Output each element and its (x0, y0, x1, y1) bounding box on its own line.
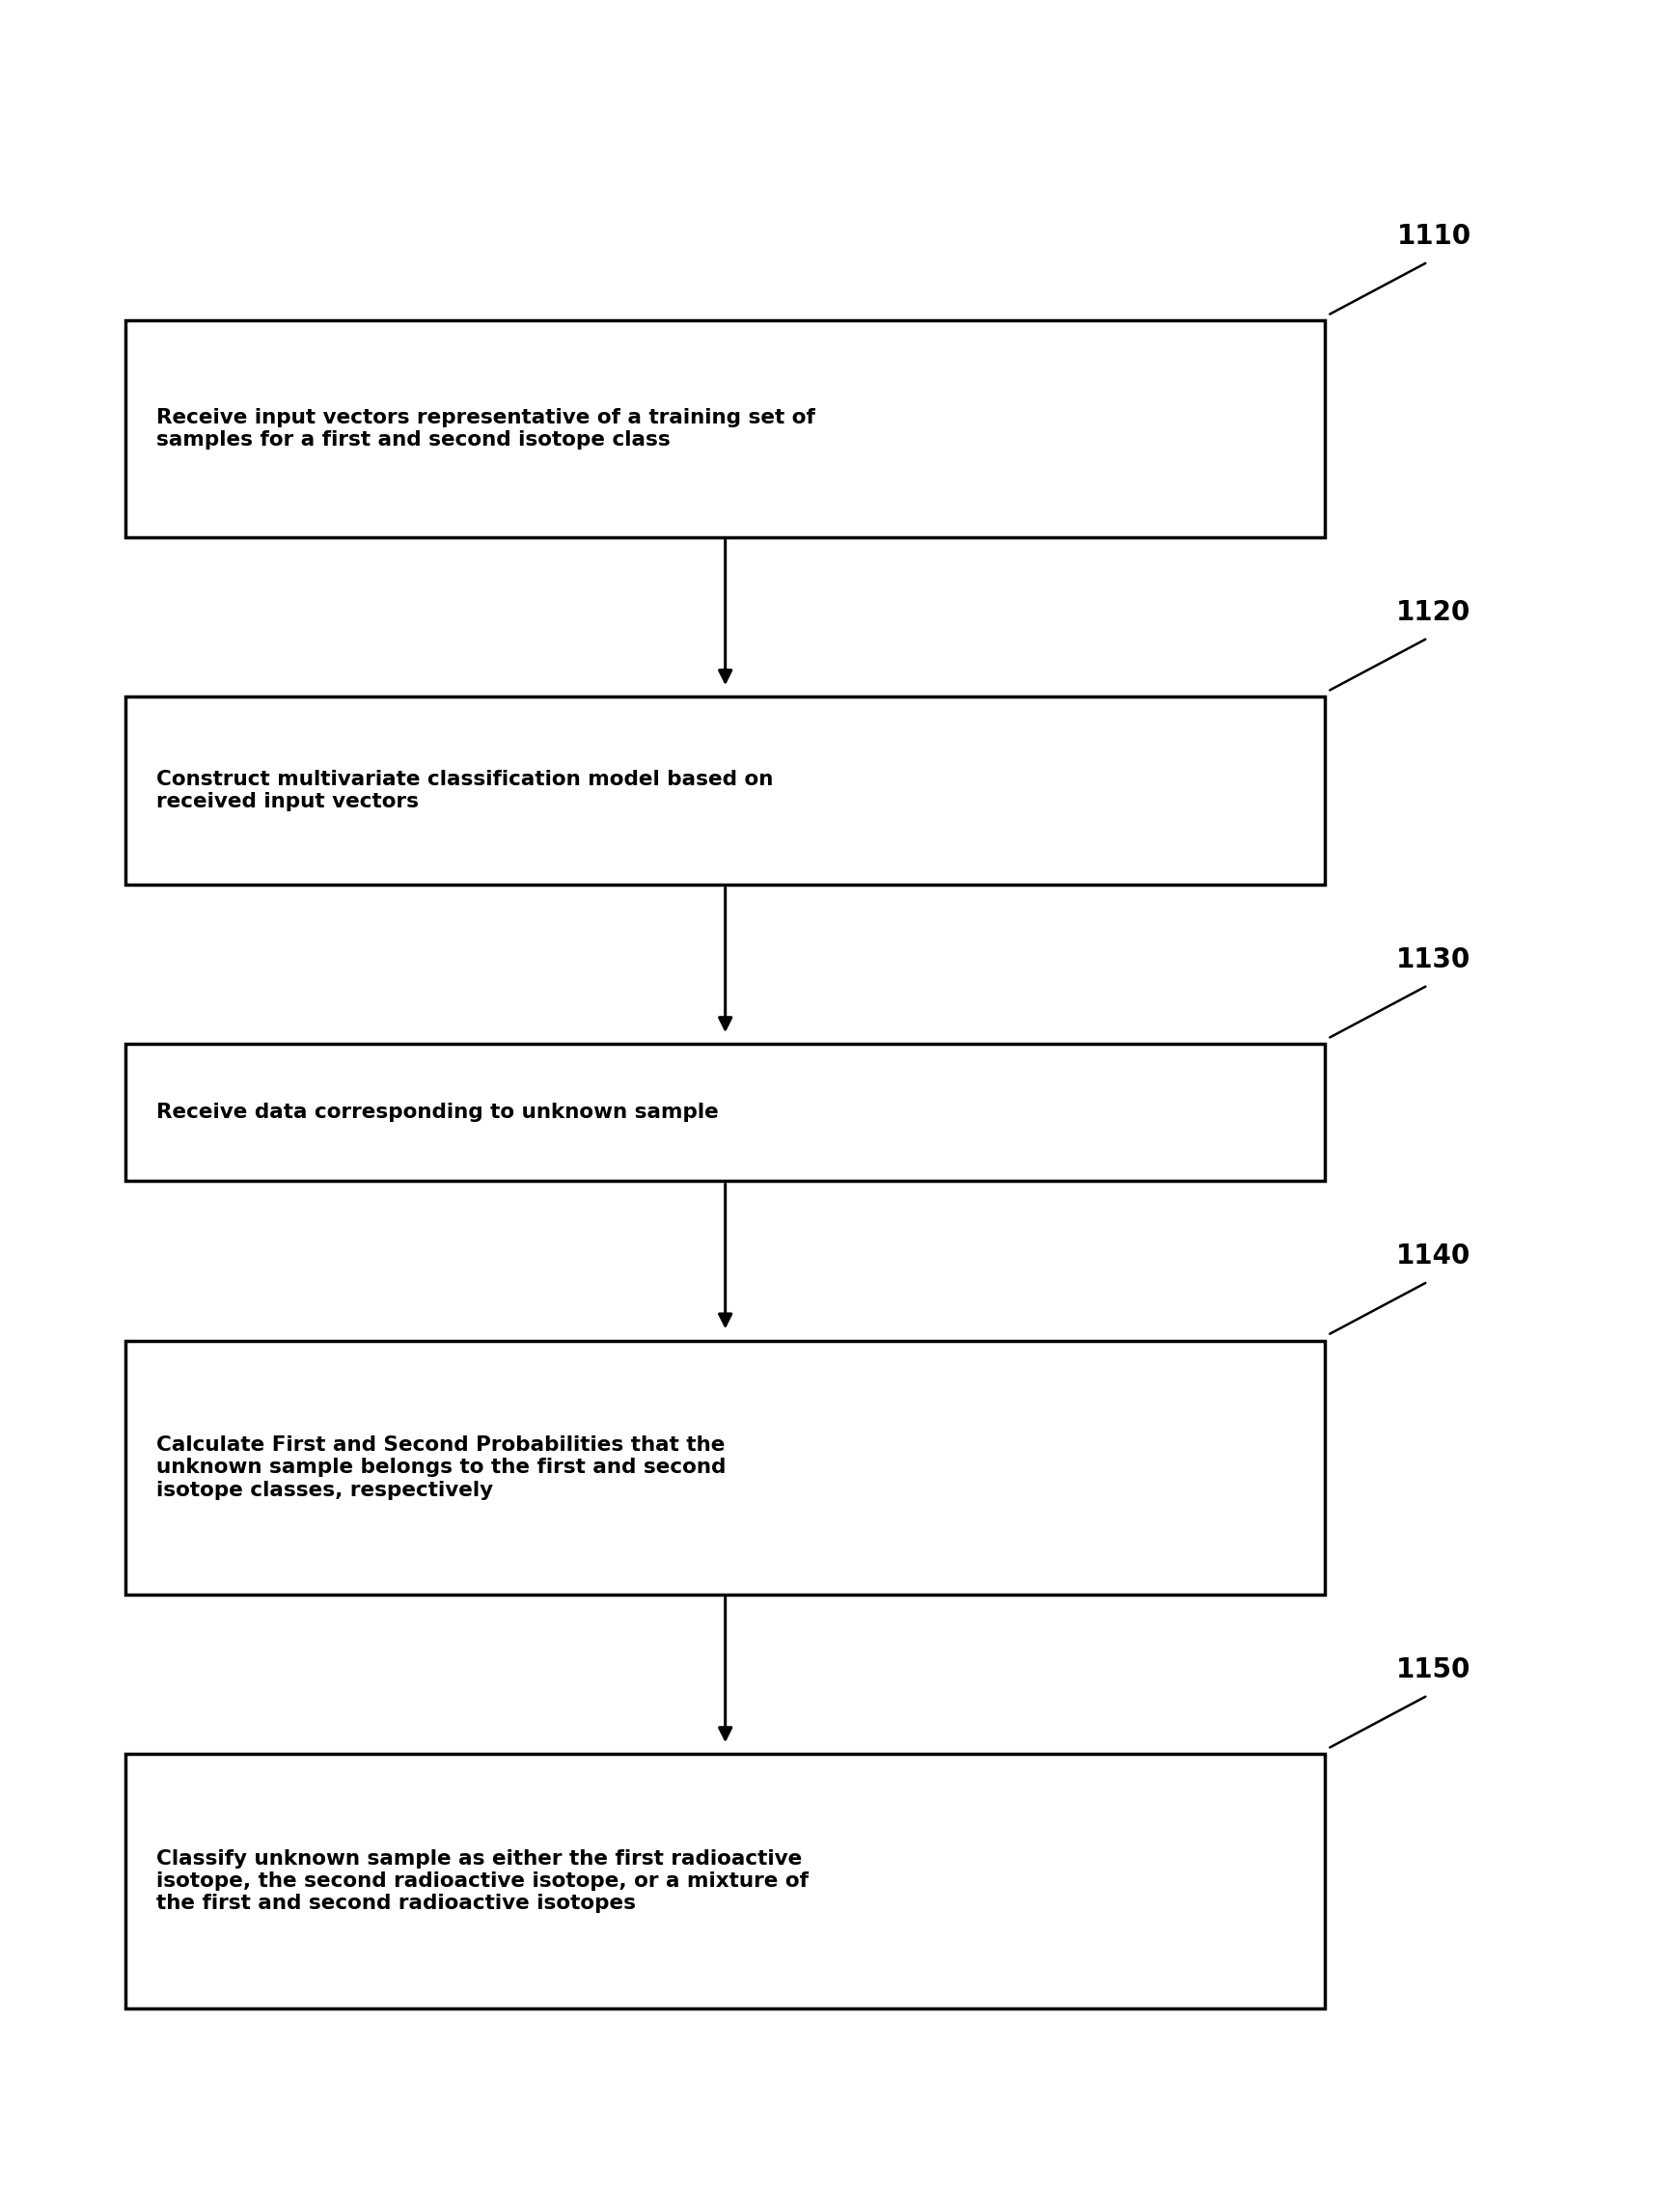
Bar (126, 321, 1325, 538)
Text: 1110: 1110 (1397, 223, 1471, 250)
Text: 1130: 1130 (1397, 947, 1471, 973)
Bar (126, 1044, 1325, 1181)
Text: 1150: 1150 (1397, 1657, 1471, 1683)
Bar (126, 1754, 1325, 2008)
Bar (126, 1340, 1325, 1595)
Text: Receive input vectors representative of a training set of
samples for a first an: Receive input vectors representative of … (156, 409, 815, 449)
Text: Calculate First and Second Probabilities that the
unknown sample belongs to the : Calculate First and Second Probabilities… (156, 1436, 726, 1500)
Text: Receive data corresponding to unknown sample: Receive data corresponding to unknown sa… (156, 1104, 718, 1121)
Text: Construct multivariate classification model based on
received input vectors: Construct multivariate classification mo… (156, 770, 773, 812)
Text: Classify unknown sample as either the first radioactive
isotope, the second radi: Classify unknown sample as either the fi… (156, 1849, 808, 1913)
Text: 1120: 1120 (1397, 599, 1471, 626)
Text: 1140: 1140 (1397, 1243, 1471, 1270)
Bar (126, 697, 1325, 885)
